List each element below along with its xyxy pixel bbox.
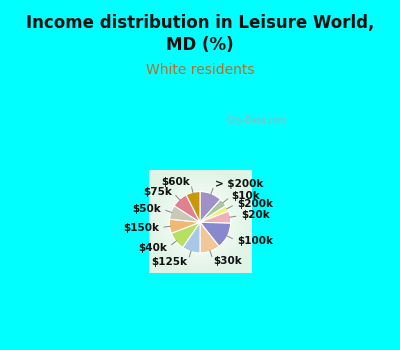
Text: City-Data.com: City-Data.com (226, 116, 286, 125)
Text: $125k: $125k (152, 257, 188, 267)
Wedge shape (200, 206, 229, 222)
Text: $50k: $50k (132, 204, 161, 214)
Text: $75k: $75k (143, 187, 172, 197)
Text: $60k: $60k (162, 177, 190, 187)
Wedge shape (200, 211, 231, 223)
Wedge shape (200, 199, 226, 222)
Text: $100k: $100k (237, 236, 273, 246)
Text: Income distribution in Leisure World,
MD (%): Income distribution in Leisure World, MD… (26, 14, 374, 54)
Wedge shape (200, 191, 220, 222)
Text: $150k: $150k (123, 223, 159, 233)
Wedge shape (170, 206, 200, 222)
Wedge shape (171, 222, 200, 247)
Wedge shape (169, 219, 200, 233)
Text: $10k: $10k (232, 190, 260, 201)
Text: $200k: $200k (237, 198, 273, 209)
Text: White residents: White residents (146, 63, 254, 77)
Text: $20k: $20k (241, 210, 270, 220)
Wedge shape (186, 191, 200, 222)
Text: $40k: $40k (139, 243, 168, 253)
Wedge shape (200, 222, 231, 246)
Wedge shape (183, 222, 200, 253)
Text: $30k: $30k (214, 256, 242, 266)
Wedge shape (200, 222, 219, 253)
Text: > $200k: > $200k (215, 178, 263, 189)
Wedge shape (174, 195, 200, 222)
